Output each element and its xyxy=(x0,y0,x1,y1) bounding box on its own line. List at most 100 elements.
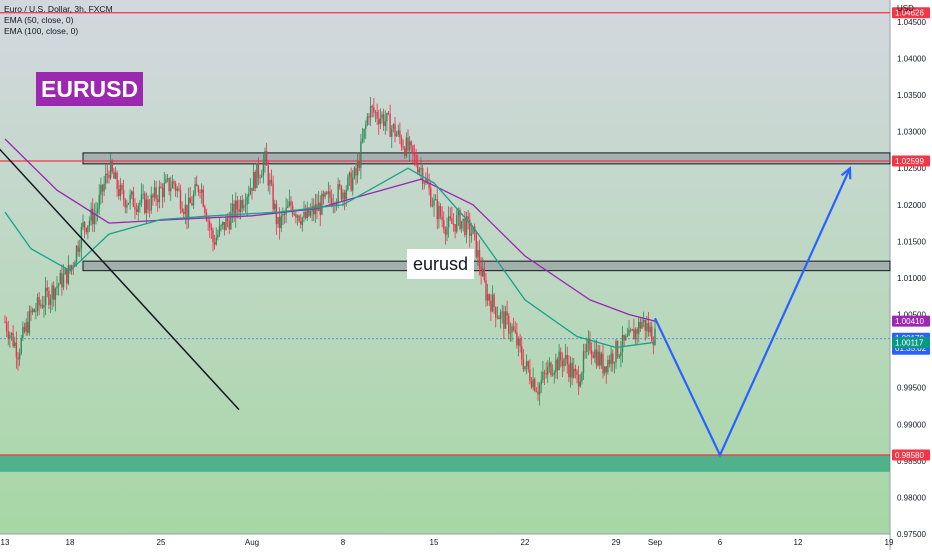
candle-body xyxy=(571,362,573,378)
candle-body xyxy=(543,372,546,374)
candle-body xyxy=(608,359,611,365)
candle-body xyxy=(254,172,256,188)
candle-body xyxy=(14,342,16,346)
candle-body xyxy=(594,349,596,358)
candle-body xyxy=(218,226,221,235)
symbol-badge: EURUSD xyxy=(36,72,144,106)
candle-body xyxy=(586,343,588,353)
price-label-ema100: 1.00410 xyxy=(895,317,924,326)
candle-body xyxy=(261,175,263,178)
candle-body xyxy=(428,183,430,189)
countdown-label: 01:35:02 xyxy=(895,344,927,353)
time-axis-background xyxy=(0,534,890,550)
candle-body xyxy=(568,364,570,378)
candle-body xyxy=(95,213,97,214)
candle-body xyxy=(579,381,581,387)
candle-body xyxy=(181,208,183,213)
candle-body xyxy=(27,322,29,333)
candle-body xyxy=(506,311,508,316)
candle-body xyxy=(356,161,359,176)
candle-body xyxy=(124,199,126,208)
candle-body xyxy=(459,210,461,229)
candle-body xyxy=(550,362,552,376)
y-tick-label: 1.00500 xyxy=(897,311,926,320)
candle-body xyxy=(272,183,274,210)
candle-body xyxy=(280,215,282,229)
x-tick-label: Aug xyxy=(245,538,259,547)
candle-body xyxy=(524,366,526,370)
candle-body xyxy=(384,121,386,127)
candle-body xyxy=(248,194,250,197)
candle-body xyxy=(470,233,473,236)
candle-body xyxy=(79,248,81,252)
candle-body xyxy=(69,265,71,271)
candle-body xyxy=(610,353,612,365)
candle-body xyxy=(222,222,224,225)
x-tick-label: 19 xyxy=(885,538,894,547)
candle-body xyxy=(404,148,406,156)
candle-body xyxy=(547,366,549,375)
candle-body xyxy=(538,384,541,395)
candle-body xyxy=(114,172,117,179)
candle-body xyxy=(66,268,68,284)
candle-body xyxy=(352,177,354,191)
candle-body xyxy=(251,187,253,191)
candle-body xyxy=(629,329,632,331)
candle-body xyxy=(631,329,633,331)
candle-body xyxy=(319,202,321,215)
candle-body xyxy=(469,219,471,236)
candle-body xyxy=(296,215,299,218)
candle-body xyxy=(360,141,362,168)
candle-body xyxy=(647,323,650,333)
candle-body xyxy=(407,137,409,151)
candle-body xyxy=(134,206,136,210)
candle-body xyxy=(605,366,607,373)
candle-body xyxy=(187,197,190,220)
candle-body xyxy=(131,191,133,195)
candle-body xyxy=(335,202,338,206)
candle-body xyxy=(434,199,437,201)
candle-body xyxy=(574,368,577,371)
candle-body xyxy=(192,194,195,206)
candle-body xyxy=(98,194,100,209)
candle-body xyxy=(62,274,65,288)
candle-body xyxy=(313,206,315,215)
legend-ema50[interactable]: EMA (50, close, 0) xyxy=(4,15,74,25)
candle-body xyxy=(290,201,292,206)
candle-body xyxy=(373,107,375,113)
candle-body xyxy=(394,124,396,137)
candle-body xyxy=(477,250,479,258)
candle-body xyxy=(12,333,14,346)
candle-body xyxy=(353,168,356,178)
candle-body xyxy=(464,218,466,235)
candle-body xyxy=(444,229,447,235)
candle-body xyxy=(577,375,580,387)
candle-body xyxy=(174,183,177,191)
candle-body xyxy=(324,192,326,197)
candle-body xyxy=(129,194,131,204)
candle-body xyxy=(44,287,47,305)
y-tick-label: 1.03000 xyxy=(897,128,926,137)
legend-ema100[interactable]: EMA (100, close, 0) xyxy=(4,26,79,36)
x-tick-label: 18 xyxy=(66,538,75,547)
candle-body xyxy=(417,164,419,173)
candle-body xyxy=(410,141,412,146)
trendline xyxy=(0,148,240,411)
legend-symbol[interactable]: Euro / U.S. Dollar, 3h, FXCM xyxy=(4,4,113,14)
candle-body xyxy=(38,297,40,306)
candle-body xyxy=(542,372,544,381)
candle-body xyxy=(267,165,269,186)
candle-body xyxy=(615,340,617,363)
candle-body xyxy=(226,218,229,221)
candle-body xyxy=(103,183,105,192)
price-label-high: 1.04626 xyxy=(895,9,924,18)
price-label-bg-ema50 xyxy=(892,337,930,349)
candle-body xyxy=(462,218,464,222)
candle-body xyxy=(31,309,34,313)
candle-body xyxy=(512,326,515,331)
candle-body xyxy=(514,330,516,333)
candle-body xyxy=(56,286,58,289)
candle-body xyxy=(555,359,557,373)
